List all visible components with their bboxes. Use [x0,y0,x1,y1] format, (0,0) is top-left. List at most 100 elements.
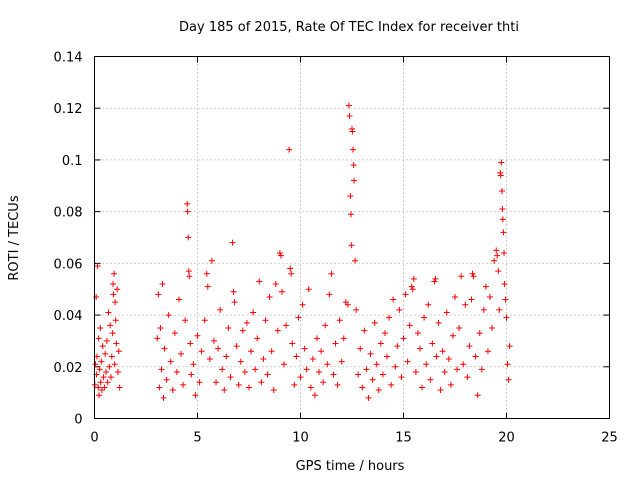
data-point [390,296,397,303]
data-point [171,330,178,337]
data-point [353,306,360,313]
data-point [101,384,108,391]
data-point [219,366,226,373]
data-point [330,371,337,378]
data-point [194,332,201,339]
data-point [266,293,273,300]
data-point [283,322,290,329]
data-point [116,384,123,391]
data-point [404,358,411,365]
data-point [410,275,417,282]
y-tick-label: 0.06 [54,257,83,272]
x-axis-ticks: 0 5 10 15 20 25 [90,56,618,446]
data-point [347,193,354,200]
data-point [322,322,329,329]
data-point [161,345,168,352]
data-point [462,301,469,308]
data-point [487,293,494,300]
data-point [500,229,507,236]
data-point [499,206,506,213]
data-point [215,345,222,352]
data-point [482,283,489,290]
y-tick-label: 0.1 [62,154,83,169]
data-point [495,268,502,275]
data-point [357,345,364,352]
data-point [349,128,356,135]
data-point [258,379,265,386]
data-point [386,314,393,321]
data-point [456,325,463,331]
data-point [498,187,505,194]
data-point [286,146,293,153]
data-point [291,381,298,388]
y-tick-label: 0 [74,413,82,428]
data-point [107,374,114,381]
data-point [334,381,341,388]
data-point [344,301,351,308]
data-point [227,374,234,381]
data-point [102,350,109,357]
data-point [449,332,456,339]
data-point [363,366,370,373]
data-point [412,368,419,375]
data-point [491,257,498,264]
data-point [289,340,296,347]
data-point [95,335,102,342]
data-point [159,281,166,288]
data-point [100,374,107,381]
data-point [248,348,255,355]
data-point [443,309,450,316]
data-point [114,286,121,293]
data-point [506,343,513,350]
data-point [188,371,195,378]
data-point [288,270,295,277]
data-point [316,368,323,375]
data-point [92,361,99,368]
data-point [268,348,275,355]
data-point [345,102,352,109]
data-point [425,301,432,308]
data-point [230,288,237,295]
data-point [432,275,439,282]
data-point [99,343,106,350]
data-point [243,319,250,326]
data-point [105,309,112,316]
data-point [184,208,191,215]
data-point [476,330,483,337]
data-point [96,392,103,399]
y-tick-label: 0.02 [54,361,83,376]
data-point [320,379,327,386]
data-point [351,177,358,184]
data-point [505,376,512,383]
data-point [184,200,191,207]
data-point [305,286,312,293]
data-point [371,319,378,326]
data-point [277,252,284,259]
data-point [504,361,511,368]
data-point [231,299,238,306]
y-axis-ticks: 0 0.02 0.04 0.06 0.08 0.1 0.12 0.14 [54,51,610,428]
data-point [208,257,215,264]
data-point [262,317,269,324]
data-point [427,376,434,383]
data-point [98,358,105,365]
data-point [355,371,362,378]
data-point [501,250,508,257]
data-point [178,350,185,357]
data-point [480,306,487,313]
data-point [229,239,236,246]
data-point [328,270,335,277]
data-point [204,283,211,290]
data-point [373,361,380,368]
data-point [458,273,465,280]
data-point [213,379,220,386]
data-point [303,366,310,373]
chart-title: Day 185 of 2015, Rate Of TEC Index for r… [179,20,519,35]
data-point [396,306,403,313]
data-point [421,314,428,321]
data-point [110,291,117,298]
data-point [375,387,382,394]
data-point [241,368,248,375]
data-point [340,335,347,342]
